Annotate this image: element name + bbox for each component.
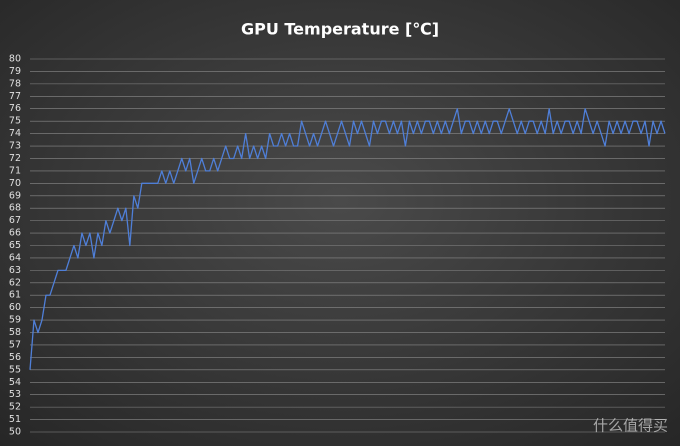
y-tick-label: 51	[9, 414, 21, 425]
y-tick-label: 65	[9, 240, 21, 251]
temperature-line	[29, 108, 666, 370]
y-tick-label: 77	[9, 91, 21, 102]
y-tick-label: 50	[9, 427, 21, 438]
y-tick-label: 58	[9, 327, 21, 338]
y-tick-label: 79	[9, 66, 21, 77]
y-tick-label: 75	[9, 116, 21, 127]
y-tick-label: 52	[9, 402, 21, 413]
y-tick-label: 53	[9, 389, 21, 400]
y-tick-label: 63	[9, 265, 21, 276]
y-tick-label: 71	[9, 165, 21, 176]
y-tick-label: 70	[9, 178, 21, 189]
y-tick-label: 59	[9, 315, 21, 326]
y-tick-label: 54	[9, 377, 21, 388]
y-tick-label: 64	[9, 252, 21, 263]
y-tick-label: 78	[9, 78, 21, 89]
y-tick-label: 80	[9, 54, 21, 65]
watermark: 什么值得买	[593, 417, 668, 435]
y-tick-label: 74	[9, 128, 21, 139]
y-tick-label: 62	[9, 277, 21, 288]
y-tick-label: 67	[9, 215, 21, 226]
y-tick-label: 76	[9, 103, 21, 114]
y-tick-label: 57	[9, 339, 21, 350]
y-tick-label: 61	[9, 290, 21, 301]
y-tick-label: 55	[9, 364, 21, 375]
y-tick-label: 66	[9, 228, 21, 239]
y-tick-label: 69	[9, 190, 21, 201]
y-tick-label: 60	[9, 302, 21, 313]
y-tick-label: 68	[9, 203, 21, 214]
y-tick-label: 72	[9, 153, 21, 164]
y-tick-label: 73	[9, 141, 21, 152]
y-tick-label: 56	[9, 352, 21, 363]
chart-title: GPU Temperature [℃]	[241, 20, 439, 39]
